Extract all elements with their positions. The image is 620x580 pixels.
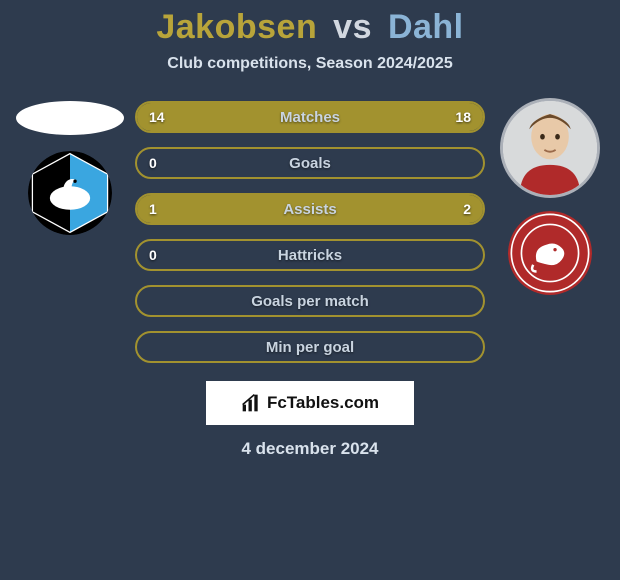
stat-bar: 0 Goals	[135, 147, 485, 179]
chart-icon	[241, 393, 261, 413]
stat-bars: 14 18 Matches 0 Goals 1 2 Assists 0 Hattricks Goal…	[135, 95, 485, 363]
stat-label: Assists	[283, 201, 336, 218]
stat-bar: 14 18 Matches	[135, 101, 485, 133]
page-title: Jakobsen vs Dahl	[0, 8, 620, 47]
right-side	[495, 95, 605, 295]
content-row: 14 18 Matches 0 Goals 1 2 Assists 0 Hattricks Goal…	[0, 95, 620, 363]
player1-club-badge	[28, 151, 112, 235]
club-badge-right-icon	[508, 211, 592, 295]
date-text: 4 december 2024	[0, 439, 620, 459]
stat-value-right: 18	[455, 109, 471, 125]
stat-value-left: 14	[149, 109, 165, 125]
attribution-text: FcTables.com	[267, 393, 379, 413]
stat-label: Goals	[289, 155, 331, 172]
stat-bar: Goals per match	[135, 285, 485, 317]
player2-name: Dahl	[388, 8, 464, 46]
stat-label: Hattricks	[278, 247, 342, 264]
stat-value-left: 0	[149, 155, 157, 171]
stat-value-left: 1	[149, 201, 157, 217]
comparison-card: Jakobsen vs Dahl Club competitions, Seas…	[0, 0, 620, 580]
stat-bar: 0 Hattricks	[135, 239, 485, 271]
stat-label: Goals per match	[251, 293, 369, 310]
subtitle: Club competitions, Season 2024/2025	[0, 55, 620, 73]
club-badge-left-icon	[28, 151, 112, 235]
player1-avatar	[16, 101, 124, 135]
player1-name: Jakobsen	[156, 8, 317, 46]
left-side	[15, 95, 125, 235]
stat-bar: Min per goal	[135, 331, 485, 363]
stat-label: Min per goal	[266, 339, 354, 356]
player2-avatar	[503, 101, 597, 195]
stat-value-left: 0	[149, 247, 157, 263]
stat-bar: 1 2 Assists	[135, 193, 485, 225]
player2-club-badge	[508, 211, 592, 295]
attribution-badge: FcTables.com	[206, 381, 414, 425]
vs-label: vs	[333, 8, 372, 46]
stat-label: Matches	[280, 109, 340, 126]
player2-avatar-icon	[503, 101, 597, 195]
stat-value-right: 2	[463, 201, 471, 217]
